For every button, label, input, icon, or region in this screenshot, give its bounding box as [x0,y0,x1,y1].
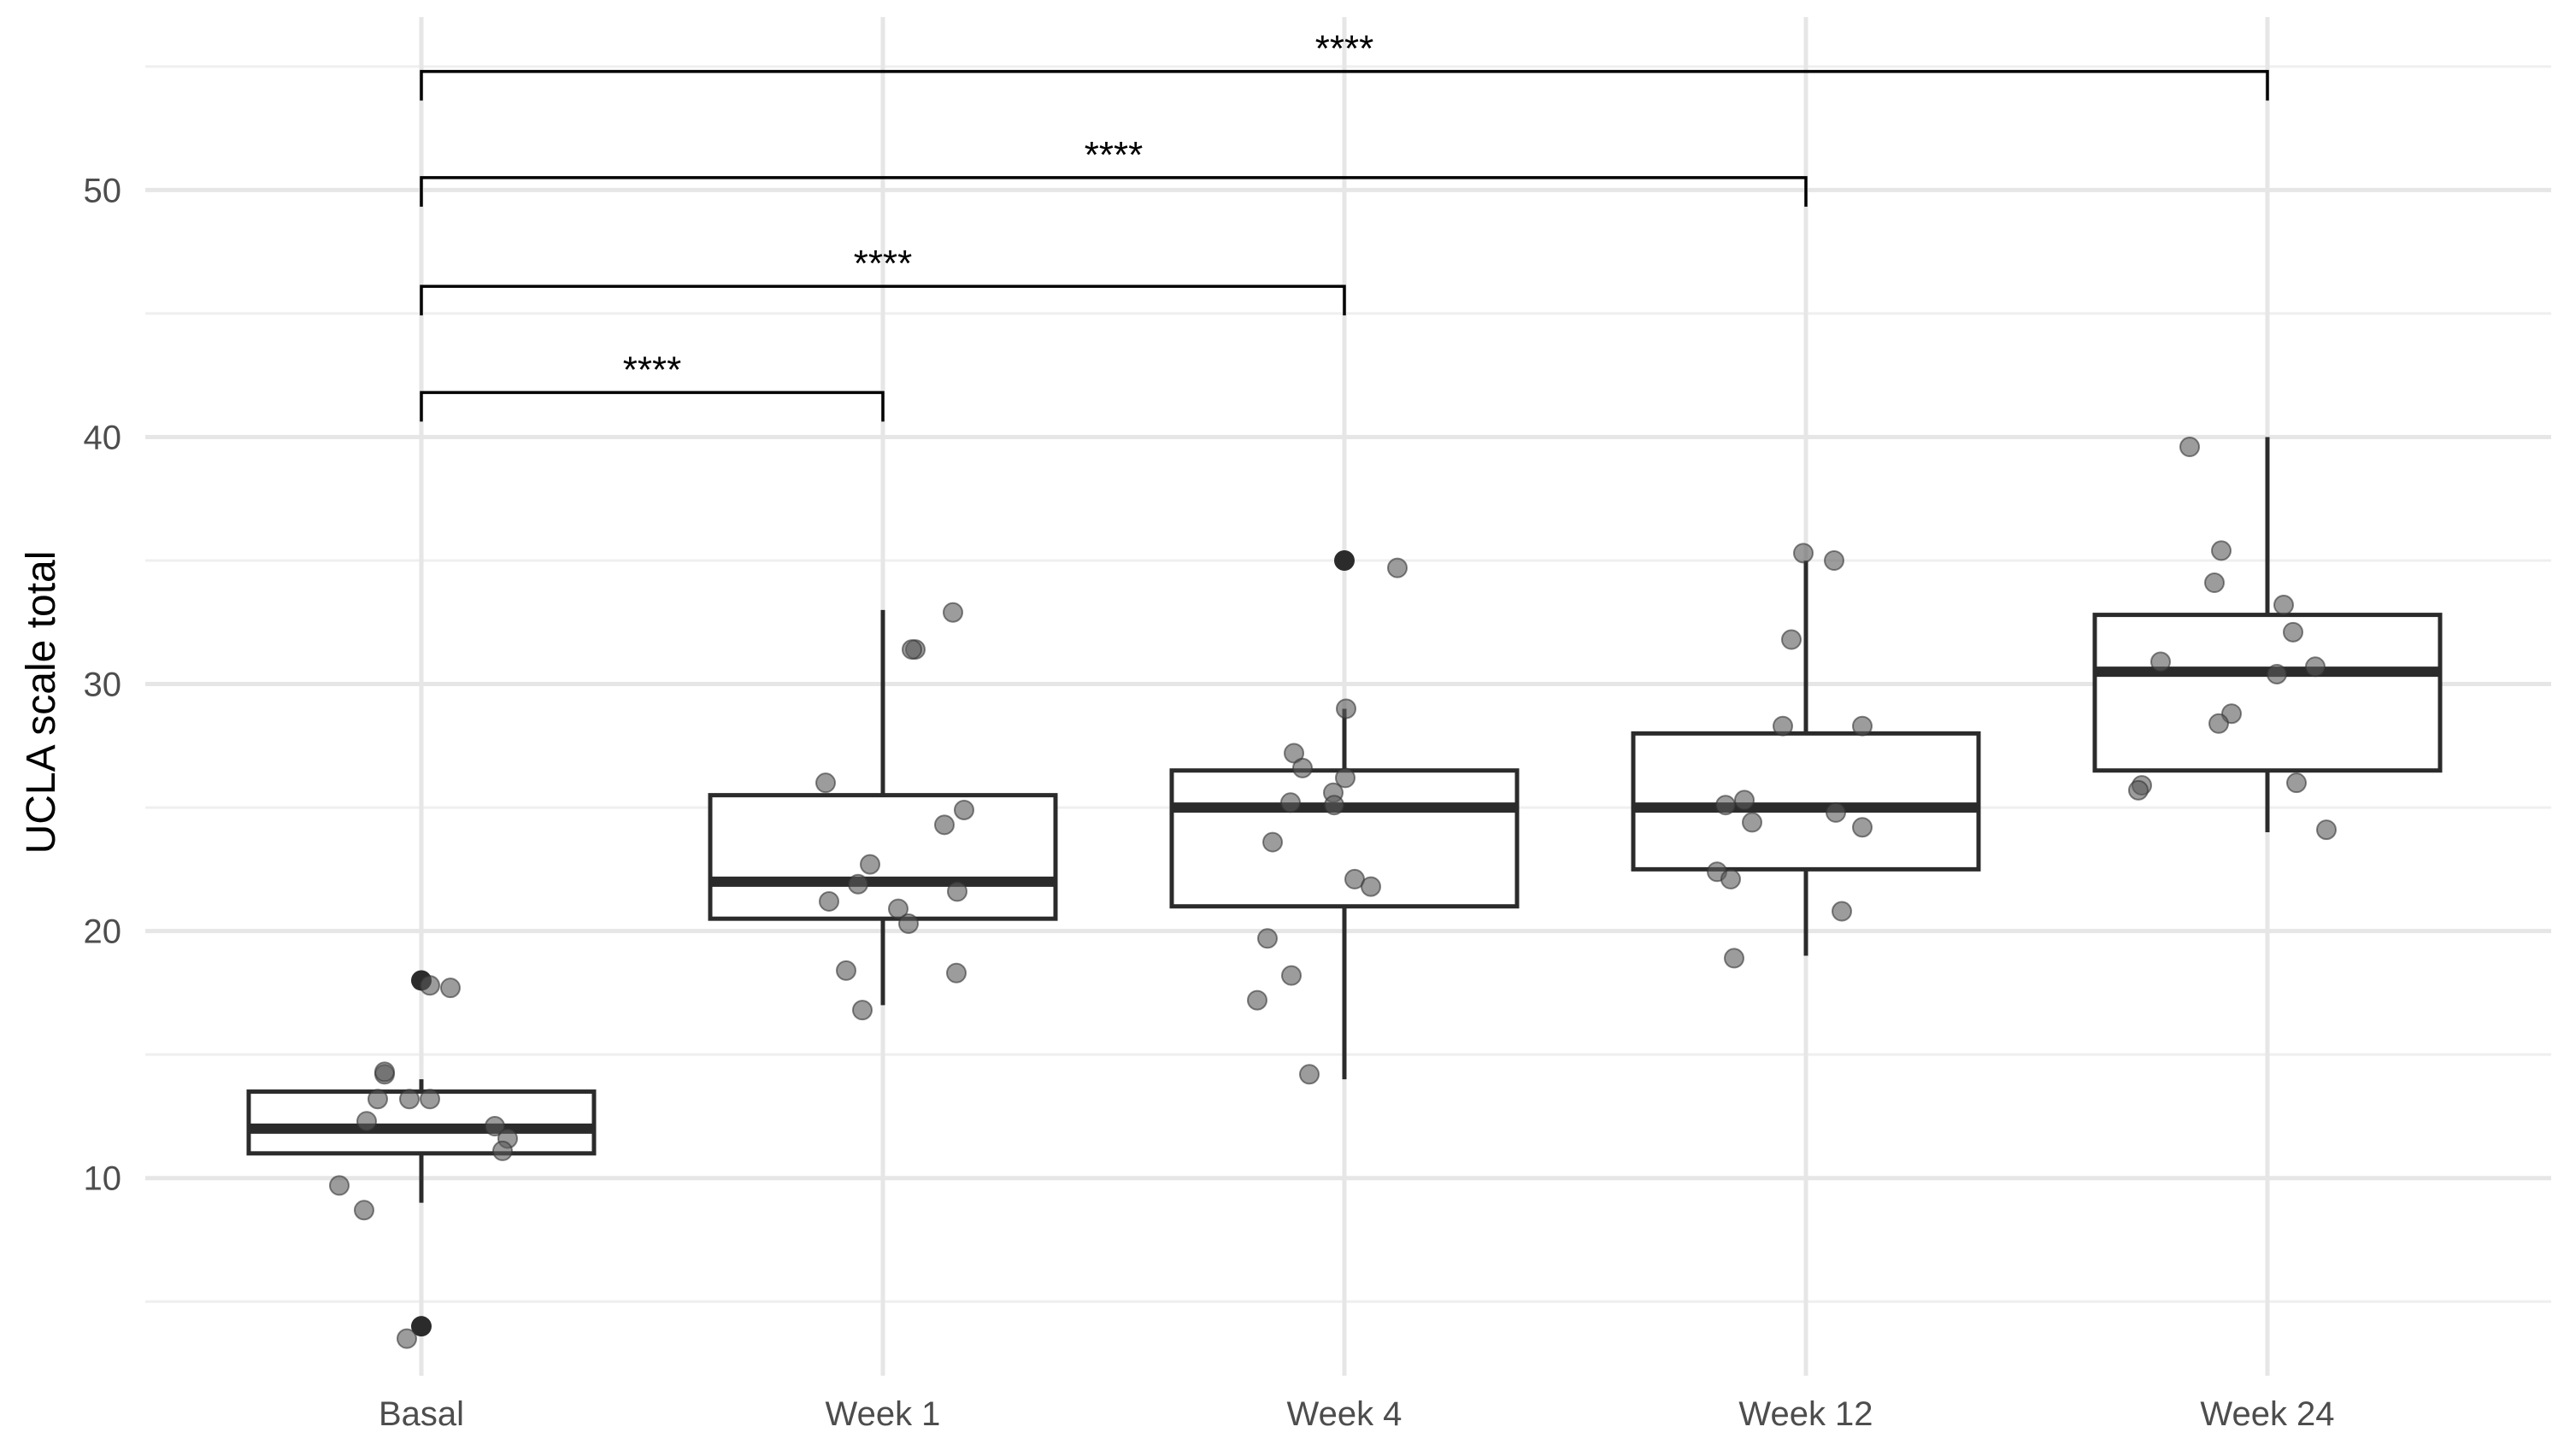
data-point [1734,790,1755,811]
box-basal [246,1089,597,1156]
data-point [1720,868,1741,889]
significance-brackets: **** **** **** **** [420,28,2269,422]
data-point [2211,540,2232,561]
data-point [888,898,909,919]
data-point [2204,572,2225,594]
data-point [1280,792,1301,813]
data-point [2305,656,2326,678]
data-point [2273,595,2294,616]
data-point [1299,1064,1320,1085]
data-point [946,962,967,983]
data-point [368,1089,388,1110]
significance-bracket [420,390,885,422]
data-point [954,799,974,820]
data-points [329,437,2337,1349]
data-point [1824,550,1844,571]
y-tick-label: 30 [84,666,122,704]
data-point [852,1000,873,1021]
data-point [934,814,955,836]
x-tick-label: Week 12 [1738,1395,1873,1433]
box-week-1 [708,793,1058,921]
data-point [1715,795,1736,816]
significance-label: **** [1315,28,1374,70]
data-point [374,1061,395,1083]
data-point [397,1328,417,1349]
outlier-point [411,1316,432,1337]
data-point [860,854,880,875]
x-tick-label: Week 24 [2200,1395,2334,1433]
data-point [947,881,967,902]
data-point [1281,965,1302,986]
data-point [1257,928,1278,949]
data-point [836,960,856,981]
data-point [354,1200,374,1221]
x-tick-label: Week 1 [826,1395,941,1433]
data-point [1781,629,1802,650]
data-point [420,975,440,996]
data-point [943,602,963,623]
significance-label: **** [854,243,913,285]
data-point [1324,795,1344,816]
box-week-4 [1169,768,1520,909]
data-point [492,1140,513,1161]
data-point [1247,989,1267,1011]
data-point [1361,876,1381,897]
data-point [399,1089,420,1110]
data-point [485,1116,505,1137]
significance-bracket [420,69,2269,101]
data-point [1724,948,1744,969]
outlier-point [1334,550,1355,571]
data-point [1826,801,1846,823]
data-point [819,890,839,912]
data-point [848,873,868,895]
y-axis-ticks: 10 20 30 40 50 [84,172,122,1197]
data-point [815,772,836,794]
data-point [1742,812,1762,833]
y-tick-label: 20 [84,913,122,951]
data-point [2316,819,2337,841]
data-point [898,913,919,934]
significance-bracket [420,285,1346,316]
data-point [1793,543,1814,564]
boxes [246,437,2443,1337]
data-point [1335,767,1356,789]
data-point [1262,831,1283,853]
data-point [420,1089,440,1110]
y-tick-label: 40 [84,419,122,456]
data-point [2267,663,2287,684]
significance-label: **** [1085,134,1144,176]
data-point [2286,772,2307,794]
data-point [1387,557,1408,578]
y-axis-title: UCLA scale total [19,551,64,854]
x-tick-label: Week 4 [1287,1395,1403,1433]
data-point [1336,698,1356,719]
data-point [440,978,461,999]
data-point [1832,901,1852,922]
data-point [2128,779,2149,801]
data-point [2150,651,2171,672]
box-week-12 [1631,731,1981,872]
significance-bracket [420,176,1808,207]
box-week-24 [2092,613,2443,773]
data-point [1773,715,1793,737]
significance-label: **** [623,349,682,390]
data-point [356,1111,377,1132]
y-tick-label: 50 [84,172,122,209]
y-tick-label: 10 [84,1160,122,1198]
data-point [1852,715,1873,737]
data-point [1852,817,1873,838]
data-point [2208,713,2229,734]
data-point [329,1175,350,1196]
x-axis-ticks: Basal Week 1 Week 4 Week 12 Week 24 [379,1395,2335,1433]
x-tick-label: Basal [379,1395,464,1433]
data-point [2283,621,2303,643]
data-point [1292,757,1313,778]
data-point [2179,437,2200,458]
data-point [902,639,922,660]
